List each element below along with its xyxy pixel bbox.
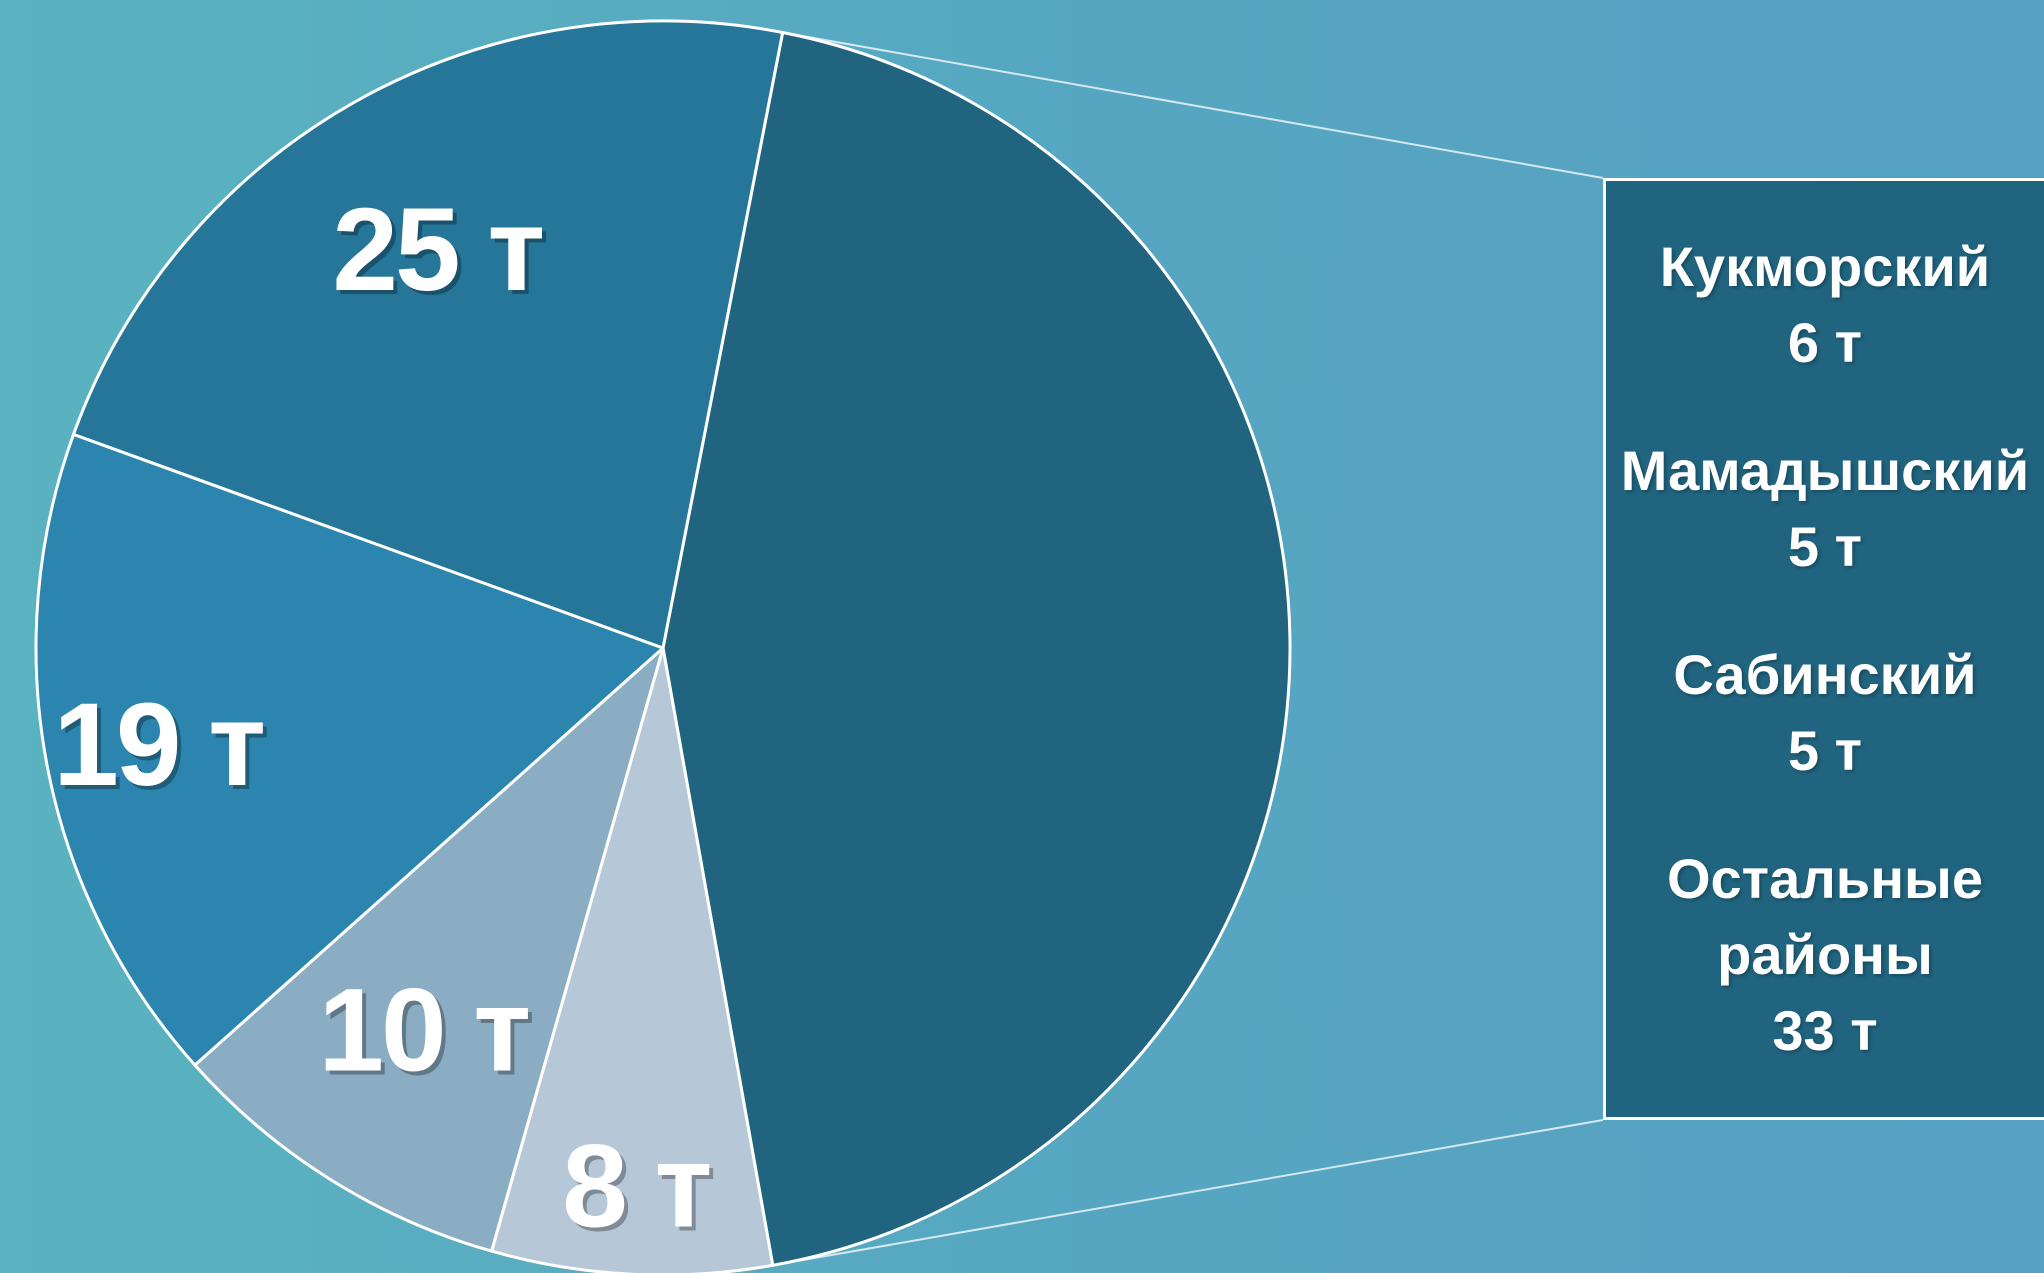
pie-slice-2 [193, 646, 665, 1253]
breakdown-item-value: 33 т [1772, 999, 1878, 1062]
breakdown-item-value: 5 т [1787, 515, 1863, 578]
pie-slice-4 [72, 19, 785, 650]
breakdown-item-name: Мамадышский [1620, 439, 2030, 502]
breakdown-item-name: Кукморский [1659, 235, 1991, 298]
pie-slice-1 [490, 646, 775, 1273]
pie-slice-label-shadow-1: 8 т [566, 1125, 713, 1257]
pie-slice-label-shadow-3: 19 т [57, 683, 267, 815]
pie-slice-label-1: 8 т [562, 1121, 709, 1253]
pie-slice-label-shadow-4: 25 т [336, 188, 546, 320]
breakdown-item-value: 6 т [1787, 311, 1863, 374]
connector-line-top [782, 31, 1604, 179]
breakdown-item-sabinsky: Сабинский 5 т [1673, 637, 1976, 789]
breakdown-item-value: 5 т [1787, 719, 1863, 782]
breakdown-panel: Кукморский 6 т Мамадышский 5 т Сабинский… [1603, 178, 2044, 1120]
breakdown-item-kukmorsky: Кукморский 6 т [1660, 229, 1990, 381]
breakdown-item-other-districts: Остальные районы 33 т [1667, 841, 1983, 1069]
breakdown-item-name: Сабинский [1673, 643, 1977, 706]
pie-slice-label-shadow-2: 10 т [322, 969, 532, 1101]
breakdown-item-name-line1: Остальные [1666, 847, 1984, 910]
pie-slice-0 [661, 31, 1292, 1267]
pie-slices [34, 19, 1292, 1273]
pie-slice-label-3: 19 т [53, 679, 263, 811]
pie-labels: 8 т8 т10 т10 т19 т19 т25 т25 т [53, 184, 716, 1257]
breakdown-item-name-line2: районы [1717, 923, 1933, 986]
pie-slice-label-2: 10 т [318, 965, 528, 1097]
connector-line-bottom [772, 1119, 1604, 1267]
breakdown-item-mamadyshsky: Мамадышский 5 т [1621, 433, 2029, 585]
breakdown-connector-lines [772, 31, 1604, 1267]
pie-slice-label-4: 25 т [332, 184, 542, 316]
